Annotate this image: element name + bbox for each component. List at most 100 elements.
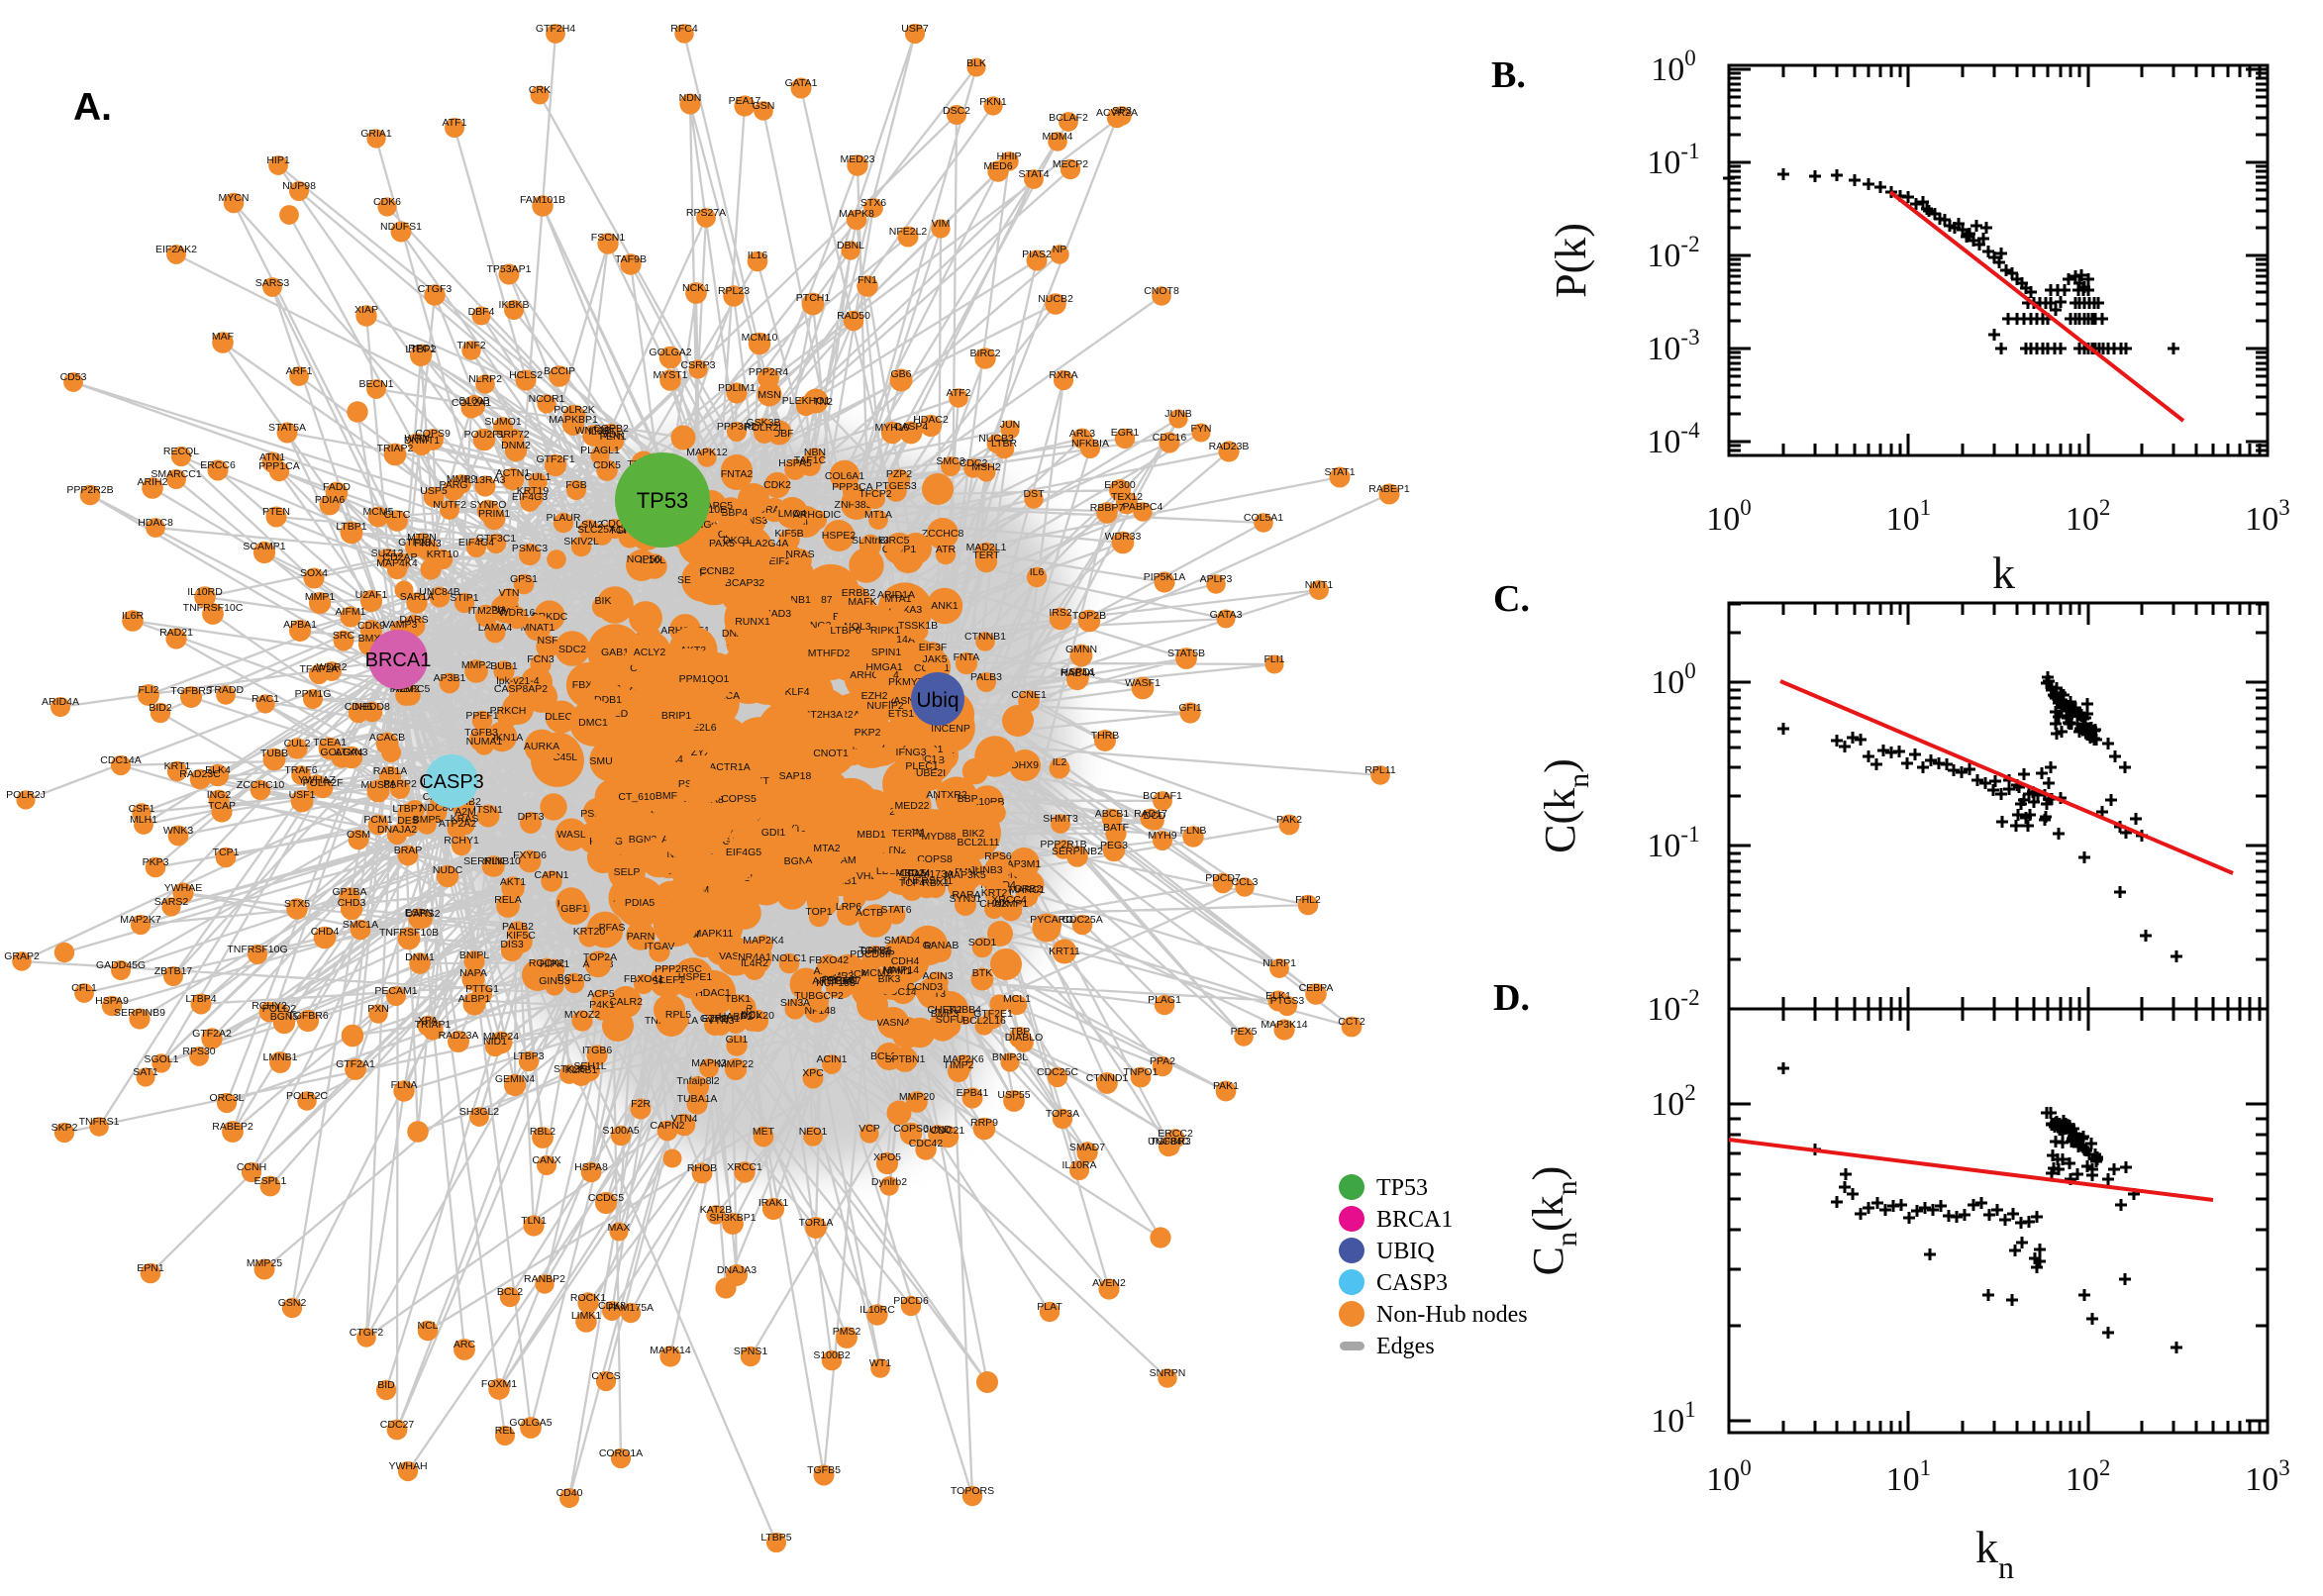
svg-text:NBN: NBN: [804, 447, 826, 458]
svg-text:CDC25A: CDC25A: [1061, 914, 1102, 926]
svg-text:NRAS: NRAS: [785, 549, 814, 560]
svg-text:TRADD: TRADD: [208, 684, 245, 696]
svg-text:SPNS1: SPNS1: [734, 1346, 768, 1357]
svg-text:NUP153: NUP153: [816, 977, 856, 989]
svg-text:RXRA: RXRA: [1049, 369, 1077, 381]
svg-text:BIRC5: BIRC5: [879, 535, 910, 547]
svg-text:MT1A: MT1A: [864, 509, 892, 521]
svg-text:MAPK3: MAPK3: [691, 1057, 727, 1069]
svg-text:SLNtrk3: SLNtrk3: [852, 535, 889, 547]
svg-text:MAPK8: MAPK8: [839, 208, 874, 220]
svg-text:PAK2: PAK2: [1276, 814, 1302, 826]
svg-text:CCT2: CCT2: [1338, 1016, 1365, 1028]
svg-text:BLK: BLK: [966, 57, 986, 69]
svg-text:BRAP: BRAP: [394, 845, 423, 856]
svg-text:YWHAE: YWHAE: [164, 882, 203, 894]
svg-text:EIF4G5: EIF4G5: [726, 847, 761, 858]
svg-text:MAP2K4: MAP2K4: [743, 935, 784, 947]
svg-text:XRCC1: XRCC1: [727, 1161, 762, 1173]
svg-text:PPP2R2B: PPP2R2B: [66, 484, 113, 496]
svg-text:STX6: STX6: [860, 197, 886, 209]
svg-text:USP55: USP55: [997, 1089, 1030, 1101]
svg-text:TOR1A: TOR1A: [799, 1217, 834, 1229]
svg-text:GPS1: GPS1: [510, 573, 538, 585]
svg-text:PTGS3: PTGS3: [1270, 995, 1305, 1007]
svg-text:ARF1: ARF1: [286, 365, 313, 377]
svg-text:PAX5: PAX5: [709, 538, 735, 549]
svg-text:PPP2R5C: PPP2R5C: [655, 963, 702, 975]
svg-text:KIF5B: KIF5B: [774, 528, 803, 540]
svg-text:TUBGCP2: TUBGCP2: [794, 990, 844, 1002]
svg-text:MDM4: MDM4: [1043, 131, 1073, 143]
svg-text:OSM: OSM: [347, 829, 370, 841]
svg-text:ACTR1A: ACTR1A: [709, 761, 750, 773]
svg-text:PLAT: PLAT: [1037, 1301, 1062, 1313]
svg-text:RUNX1: RUNX1: [735, 616, 770, 628]
svg-text:ACACB: ACACB: [369, 732, 405, 744]
svg-text:GOLGA4: GOLGA4: [320, 747, 362, 758]
svg-text:TAF9B: TAF9B: [615, 253, 647, 265]
svg-text:CFL1: CFL1: [71, 982, 97, 994]
svg-text:NFKBIA: NFKBIA: [1071, 438, 1109, 449]
svg-text:GRB2: GRB2: [1014, 883, 1043, 895]
svg-text:KRT10: KRT10: [427, 549, 459, 560]
svg-text:CD2AP: CD2AP: [382, 551, 417, 563]
svg-text:POLR2L: POLR2L: [745, 422, 784, 434]
svg-text:FLI2: FLI2: [138, 684, 158, 696]
svg-text:SERPINB2: SERPINB2: [1052, 846, 1103, 857]
svg-text:RCHY1: RCHY1: [444, 835, 479, 847]
svg-text:MYST1: MYST1: [653, 369, 687, 381]
svg-text:NUCB3: NUCB3: [978, 433, 1014, 445]
svg-text:DNAJA3: DNAJA3: [717, 1264, 757, 1276]
svg-text:TNFRS1: TNFRS1: [79, 1116, 120, 1128]
svg-text:EP300: EP300: [1104, 479, 1136, 491]
svg-text:PALB3: PALB3: [970, 671, 1002, 683]
svg-text:GANAB: GANAB: [923, 940, 960, 951]
svg-text:PDCD6: PDCD6: [893, 1295, 929, 1307]
svg-text:PFAS: PFAS: [599, 922, 626, 934]
svg-text:SAP18: SAP18: [779, 770, 812, 782]
svg-text:PPP3R2: PPP3R2: [717, 421, 757, 433]
svg-text:NPM1: NPM1: [882, 965, 911, 977]
svg-text:CHD4: CHD4: [311, 926, 340, 938]
svg-text:PDCD7: PDCD7: [1205, 872, 1241, 884]
svg-text:SAR1A: SAR1A: [400, 591, 434, 603]
svg-text:VCP: VCP: [858, 1123, 880, 1135]
svg-text:CRK: CRK: [529, 84, 551, 96]
svg-text:A2M: A2M: [454, 806, 476, 818]
svg-text:TGFB3: TGFB3: [464, 727, 498, 739]
svg-text:BIRC2: BIRC2: [970, 348, 1001, 359]
svg-text:DBF4: DBF4: [468, 306, 495, 318]
svg-text:MYOZ2: MYOZ2: [564, 1009, 600, 1021]
svg-text:HIP1: HIP1: [266, 154, 290, 166]
svg-text:CCNE1: CCNE1: [1011, 689, 1047, 701]
svg-text:ZNF148: ZNF148: [798, 1005, 836, 1017]
svg-text:GRIA1: GRIA1: [360, 128, 392, 140]
svg-text:PEA17: PEA17: [729, 95, 761, 107]
svg-text:MMP24: MMP24: [483, 1031, 519, 1043]
svg-text:RPS27A: RPS27A: [686, 207, 726, 219]
svg-text:ETS1: ETS1: [888, 708, 914, 720]
svg-text:GLI1: GLI1: [726, 1034, 749, 1046]
svg-text:COPB2: COPB2: [593, 423, 629, 435]
svg-text:GRAP2: GRAP2: [4, 950, 40, 962]
svg-text:RPL23: RPL23: [718, 285, 750, 297]
svg-text:SPTBN1: SPTBN1: [885, 1053, 926, 1065]
svg-text:KLKB1: KLKB1: [565, 1064, 598, 1076]
svg-text:DNM2: DNM2: [501, 440, 531, 451]
svg-text:P4K1: P4K1: [589, 999, 615, 1011]
svg-text:FAM101B: FAM101B: [520, 194, 565, 206]
svg-text:Dynlrb2: Dynlrb2: [871, 1176, 907, 1188]
svg-text:MTPN: MTPN: [407, 532, 437, 544]
svg-text:PMS2: PMS2: [833, 1326, 861, 1338]
svg-text:USP7: USP7: [901, 23, 929, 35]
svg-text:RAC1: RAC1: [252, 693, 279, 705]
svg-text:PTCH1: PTCH1: [796, 292, 831, 304]
svg-text:MCM5: MCM5: [363, 506, 394, 518]
svg-text:VASN: VASN: [887, 695, 915, 707]
svg-text:RIPK1: RIPK1: [870, 625, 901, 637]
svg-text:POLR2J: POLR2J: [6, 789, 46, 801]
svg-text:MARC1: MARC1: [1009, 884, 1046, 896]
svg-text:PLA2G4A: PLA2G4A: [743, 538, 789, 549]
svg-text:CANX: CANX: [532, 1154, 560, 1166]
